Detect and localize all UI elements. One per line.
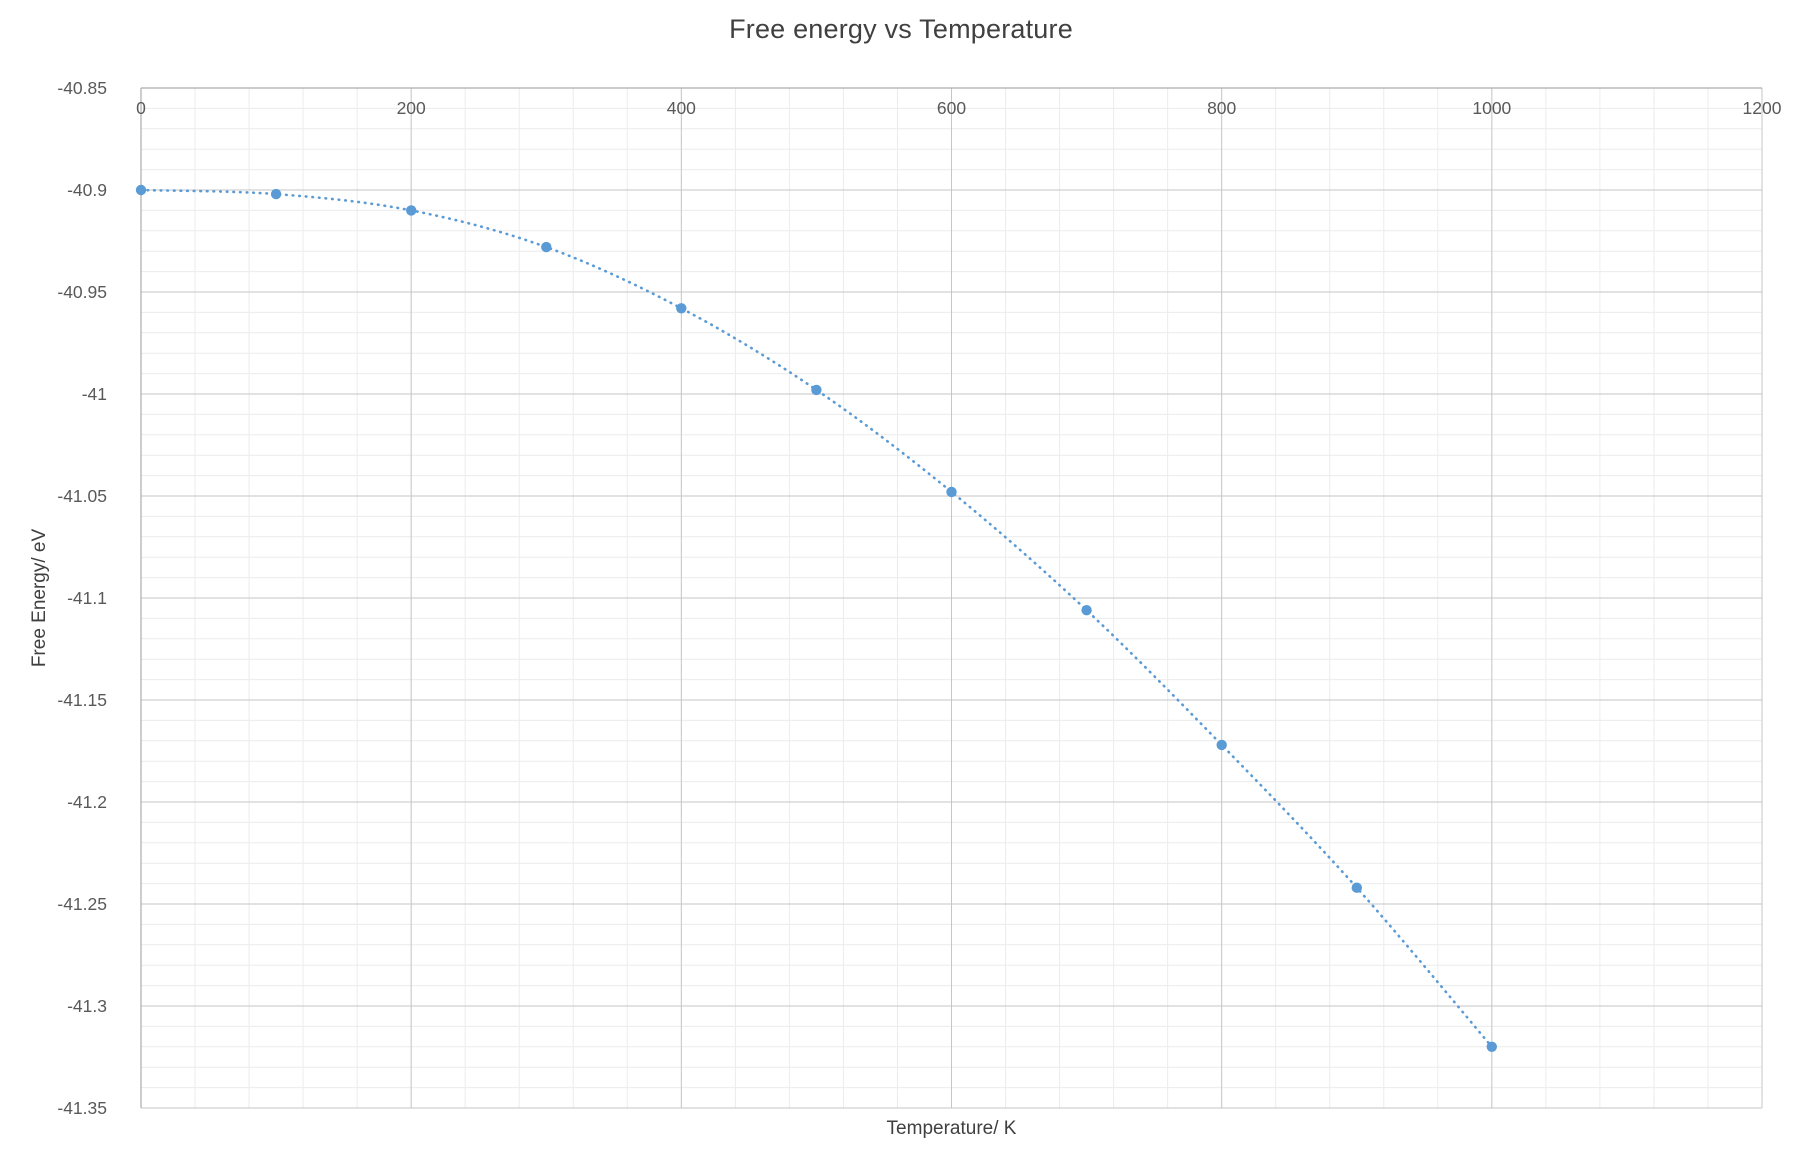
data-point <box>676 303 687 314</box>
x-tick-label: 800 <box>1207 98 1236 118</box>
x-axis-title: Temperature/ K <box>886 1118 1017 1139</box>
chart-title: Free energy vs Temperature <box>729 14 1073 44</box>
x-tick-label: 1200 <box>1743 98 1782 118</box>
data-point <box>406 205 417 216</box>
y-tick-label: -41.2 <box>67 792 107 812</box>
y-tick-label: -41.25 <box>57 894 107 914</box>
x-tick-label: 200 <box>397 98 426 118</box>
data-point <box>1351 882 1363 893</box>
x-tick-label: 400 <box>667 98 696 118</box>
data-point <box>135 184 147 196</box>
data-point <box>270 188 282 200</box>
y-tick-label: -40.85 <box>57 78 107 98</box>
data-point <box>541 241 552 253</box>
trendline <box>139 188 1494 1049</box>
data-point <box>1081 605 1092 616</box>
data-point <box>1486 1041 1498 1053</box>
y-tick-label: -40.95 <box>57 282 107 302</box>
data-point <box>1216 739 1227 751</box>
y-tick-label: -41.1 <box>67 588 107 608</box>
y-tick-label: -41.05 <box>57 486 107 506</box>
y-tick-label: -40.9 <box>67 180 107 200</box>
x-tick-label: 0 <box>136 98 146 118</box>
y-tick-label: -41.3 <box>67 996 107 1016</box>
y-tick-label: -41.35 <box>57 1098 107 1118</box>
data-point <box>946 486 957 498</box>
y-tick-label: -41.15 <box>57 690 107 710</box>
x-tick-label: 600 <box>937 98 966 118</box>
y-tick-label: -41 <box>82 384 107 404</box>
x-tick-label: 1000 <box>1472 98 1511 118</box>
data-point <box>811 384 822 396</box>
